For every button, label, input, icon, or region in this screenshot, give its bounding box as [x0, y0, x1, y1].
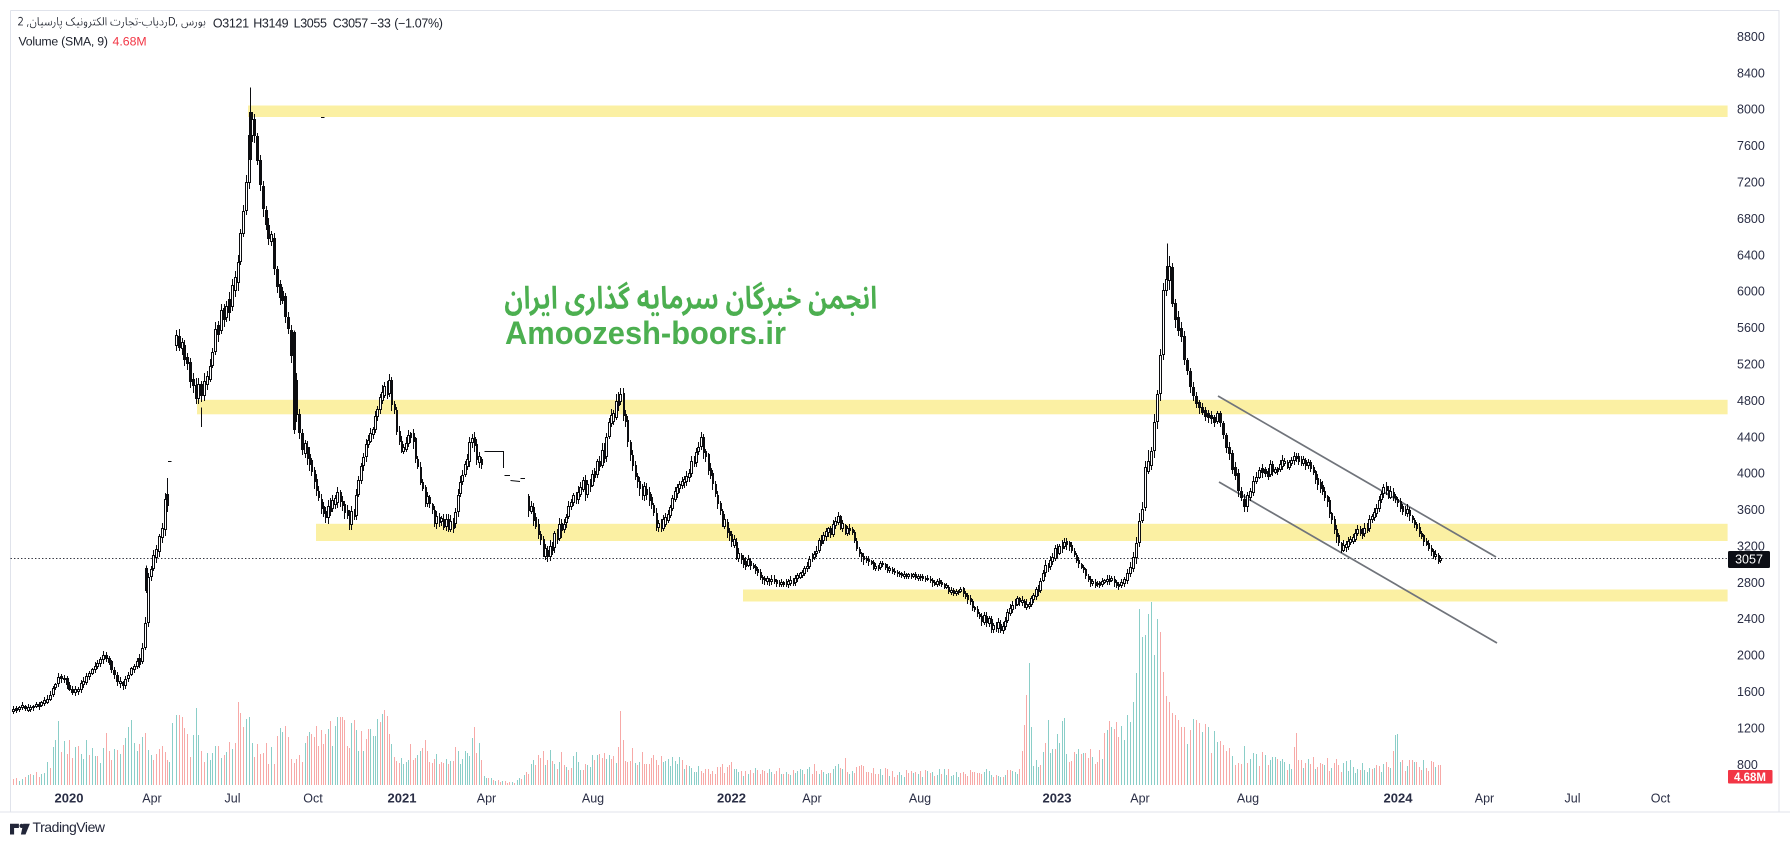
svg-text:Apr: Apr: [142, 792, 161, 806]
svg-text:1600: 1600: [1737, 685, 1765, 699]
svg-text:4800: 4800: [1737, 394, 1765, 408]
svg-text:Apr: Apr: [477, 792, 496, 806]
svg-text:3057: 3057: [1735, 553, 1763, 567]
svg-text:2022: 2022: [717, 791, 746, 806]
svg-text:Jul: Jul: [225, 792, 241, 806]
svg-text:3600: 3600: [1737, 503, 1765, 517]
svg-text:4400: 4400: [1737, 430, 1765, 444]
svg-text:O3121: O3121: [213, 16, 249, 30]
svg-text:Oct: Oct: [303, 792, 323, 806]
svg-text:800: 800: [1737, 758, 1758, 772]
svg-text:4.68M: 4.68M: [113, 35, 147, 49]
svg-text:TradingView: TradingView: [33, 819, 106, 835]
svg-text:4.68M: 4.68M: [1734, 772, 1766, 784]
svg-text:1200: 1200: [1737, 721, 1765, 735]
svg-text:Volume (SMA, 9): Volume (SMA, 9): [19, 35, 108, 49]
svg-text:Jul: Jul: [1565, 792, 1581, 806]
svg-text:C3057: C3057: [333, 16, 368, 30]
svg-text:2000: 2000: [1737, 649, 1765, 663]
svg-text:2020: 2020: [55, 791, 84, 806]
svg-text:6800: 6800: [1737, 212, 1765, 226]
svg-text:8000: 8000: [1737, 103, 1765, 117]
svg-text:6400: 6400: [1737, 248, 1765, 262]
svg-text:7200: 7200: [1737, 176, 1765, 190]
svg-text:Apr: Apr: [802, 792, 821, 806]
svg-text:Aug: Aug: [582, 792, 604, 806]
svg-text:Apr: Apr: [1475, 792, 1494, 806]
svg-text:2021: 2021: [388, 791, 417, 806]
svg-text:8400: 8400: [1737, 66, 1765, 80]
svg-text:4000: 4000: [1737, 467, 1765, 481]
svg-text:2400: 2400: [1737, 612, 1765, 626]
svg-text:2024: 2024: [1384, 791, 1414, 806]
svg-text:(−1.07%): (−1.07%): [394, 16, 442, 30]
svg-text:L3055: L3055: [294, 16, 327, 30]
svg-text:2023: 2023: [1043, 791, 1072, 806]
svg-text:5200: 5200: [1737, 358, 1765, 372]
svg-text:7600: 7600: [1737, 139, 1765, 153]
svg-text:H3149: H3149: [253, 16, 288, 30]
svg-text:Aug: Aug: [909, 792, 931, 806]
svg-text:Apr: Apr: [1130, 792, 1149, 806]
svg-text:2800: 2800: [1737, 576, 1765, 590]
svg-text:Aug: Aug: [1237, 792, 1259, 806]
svg-text:3200: 3200: [1737, 539, 1765, 553]
svg-text:8800: 8800: [1737, 30, 1765, 44]
svg-text:5600: 5600: [1737, 321, 1765, 335]
svg-text:Amoozesh-boors.ir: Amoozesh-boors.ir: [505, 315, 786, 351]
svg-text:−33: −33: [370, 16, 391, 30]
svg-text:6000: 6000: [1737, 285, 1765, 299]
svg-text:Oct: Oct: [1651, 792, 1671, 806]
